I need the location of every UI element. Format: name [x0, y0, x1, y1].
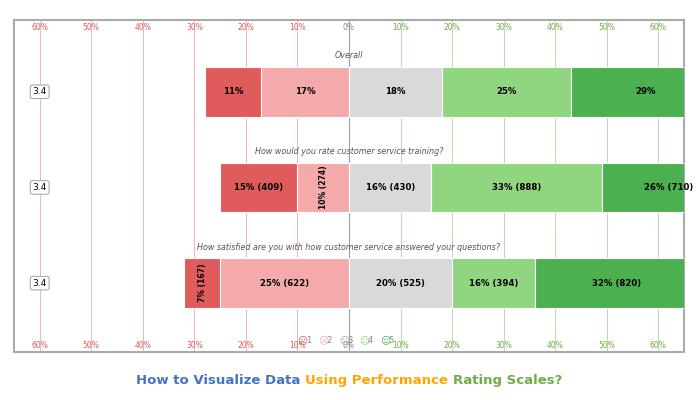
Text: 4: 4	[368, 336, 373, 345]
Text: 25%: 25%	[496, 87, 517, 96]
Text: 40%: 40%	[135, 23, 151, 32]
Text: 40%: 40%	[547, 341, 563, 350]
Bar	[431, 162, 602, 212]
Text: 5: 5	[389, 336, 394, 345]
Text: 20% (525): 20% (525)	[376, 279, 425, 288]
Bar	[452, 258, 535, 308]
Text: 1: 1	[306, 336, 311, 345]
Text: 40%: 40%	[547, 23, 563, 32]
Text: 60%: 60%	[31, 341, 48, 350]
Bar	[349, 162, 431, 212]
Bar	[220, 162, 297, 212]
Bar	[349, 67, 442, 117]
Text: 20%: 20%	[237, 341, 254, 350]
Text: 30%: 30%	[495, 341, 512, 350]
Bar	[571, 67, 698, 117]
Text: 60%: 60%	[650, 341, 667, 350]
Text: 29%: 29%	[635, 87, 655, 96]
Text: How to Visualize Data: How to Visualize Data	[136, 374, 305, 387]
Text: 30%: 30%	[495, 23, 512, 32]
Text: 20%: 20%	[237, 23, 254, 32]
Text: ☺: ☺	[380, 336, 390, 346]
Text: 2: 2	[327, 336, 332, 345]
Text: 3: 3	[348, 336, 352, 345]
Bar	[220, 258, 349, 308]
Text: 16% (430): 16% (430)	[366, 183, 415, 192]
Text: 10%: 10%	[392, 341, 409, 350]
Text: 50%: 50%	[83, 23, 100, 32]
Text: 33% (888): 33% (888)	[492, 183, 541, 192]
Text: 60%: 60%	[650, 23, 667, 32]
Text: 40%: 40%	[135, 341, 151, 350]
Text: How would you rate customer service training?: How would you rate customer service trai…	[255, 147, 443, 156]
Bar	[349, 258, 452, 308]
Text: 60%: 60%	[31, 23, 48, 32]
Bar	[535, 258, 698, 308]
Bar	[602, 162, 698, 212]
Text: 20%: 20%	[444, 341, 461, 350]
Text: 3.4: 3.4	[33, 279, 47, 288]
Text: 20%: 20%	[444, 23, 461, 32]
Text: 7% (167): 7% (167)	[198, 264, 207, 302]
Text: 11%: 11%	[223, 87, 244, 96]
Text: 10%: 10%	[289, 23, 306, 32]
Text: 3.4: 3.4	[33, 183, 47, 192]
Text: 32% (820): 32% (820)	[593, 279, 641, 288]
Text: ☺: ☺	[359, 336, 369, 346]
Bar	[184, 258, 220, 308]
Text: How satisfied are you with how customer service answered your questions?: How satisfied are you with how customer …	[198, 242, 500, 252]
Text: 50%: 50%	[83, 341, 100, 350]
Text: 30%: 30%	[186, 341, 203, 350]
Text: ☹: ☹	[318, 336, 328, 346]
Text: 50%: 50%	[598, 23, 615, 32]
Text: 10%: 10%	[392, 23, 409, 32]
Text: Using Performance: Using Performance	[305, 374, 452, 387]
Text: ☹: ☹	[339, 336, 349, 346]
Text: 30%: 30%	[186, 23, 203, 32]
Text: 10%: 10%	[289, 341, 306, 350]
Text: 18%: 18%	[385, 87, 406, 96]
Text: 3.4: 3.4	[33, 87, 47, 96]
Text: Rating Scales?: Rating Scales?	[452, 374, 562, 387]
Bar	[442, 67, 571, 117]
Text: 16% (394): 16% (394)	[468, 279, 518, 288]
Text: 0%: 0%	[343, 23, 355, 32]
Text: 50%: 50%	[598, 341, 615, 350]
Text: 25% (622): 25% (622)	[260, 279, 309, 288]
Text: 15% (409): 15% (409)	[235, 183, 283, 192]
Text: 17%: 17%	[295, 87, 315, 96]
Bar	[261, 67, 349, 117]
Text: 0%: 0%	[343, 341, 355, 350]
Text: 26% (710): 26% (710)	[644, 183, 693, 192]
Text: Overall: Overall	[335, 51, 363, 60]
Bar	[297, 162, 349, 212]
Bar	[205, 67, 261, 117]
Text: 10% (274): 10% (274)	[319, 166, 328, 209]
Text: ☹: ☹	[297, 336, 308, 346]
